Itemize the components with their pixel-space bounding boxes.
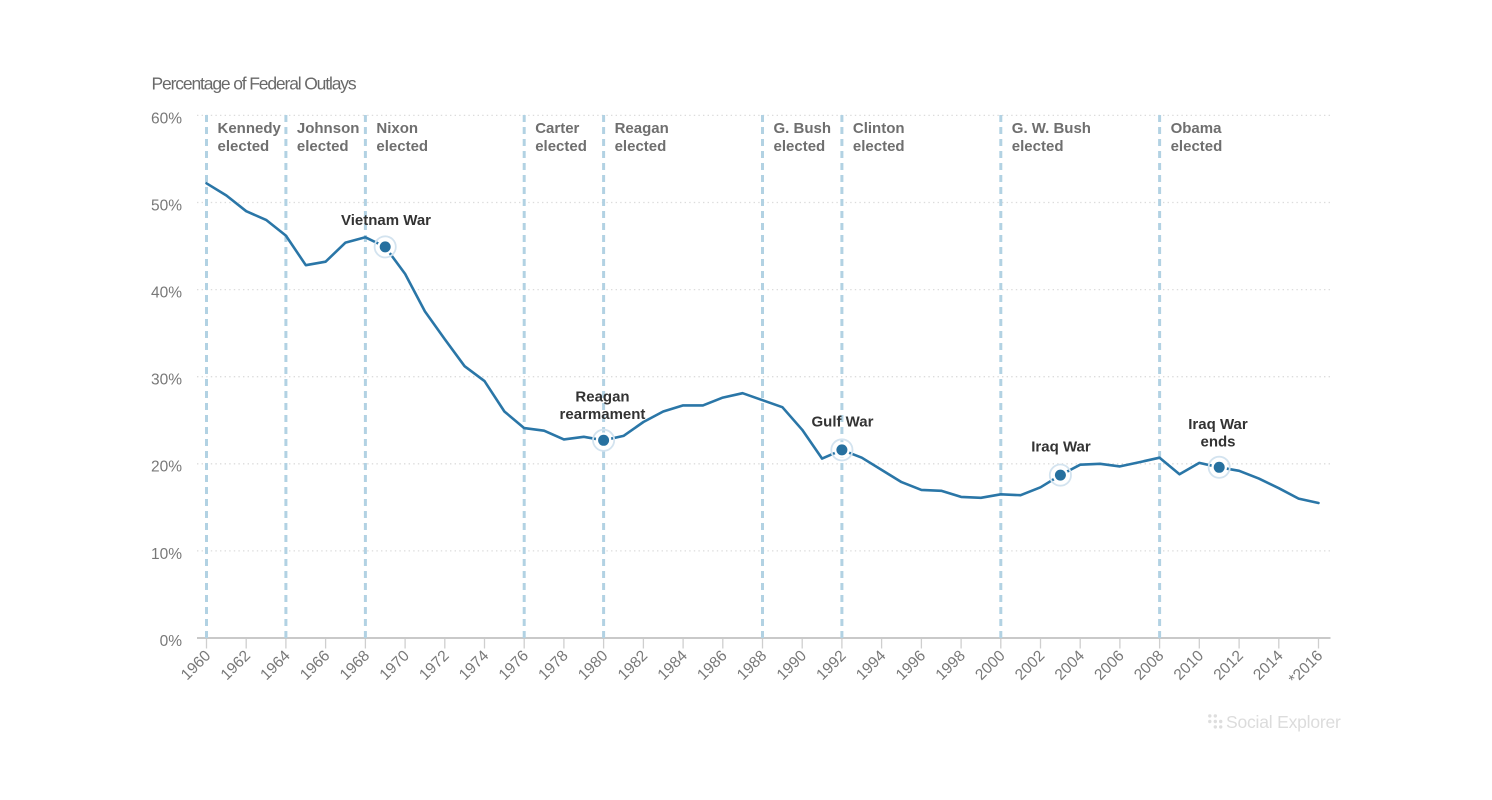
svg-text:2002: 2002 [1012, 647, 1048, 683]
svg-text:1974: 1974 [456, 647, 493, 684]
svg-text:1988: 1988 [734, 647, 770, 683]
svg-text:elected: elected [376, 138, 428, 155]
svg-text:Nixon: Nixon [376, 120, 418, 137]
svg-text:Vietnam War: Vietnam War [341, 212, 431, 229]
svg-text:elected: elected [218, 138, 270, 155]
svg-text:2004: 2004 [1052, 647, 1089, 684]
svg-text:2000: 2000 [972, 647, 1009, 684]
svg-text:G. Bush: G. Bush [774, 120, 832, 137]
svg-text:G. W. Bush: G. W. Bush [1012, 120, 1091, 137]
svg-text:1980: 1980 [575, 647, 612, 684]
svg-text:Percentage of Federal Outlays: Percentage of Federal Outlays [152, 74, 357, 94]
svg-text:1970: 1970 [377, 647, 414, 684]
svg-text:Johnson: Johnson [297, 120, 360, 137]
svg-text:40%: 40% [151, 285, 182, 302]
svg-text:2008: 2008 [1131, 647, 1167, 683]
svg-text:1994: 1994 [853, 647, 890, 684]
svg-text:1962: 1962 [218, 647, 254, 683]
svg-text:elected: elected [535, 138, 587, 155]
svg-text:Reagan: Reagan [615, 120, 669, 137]
svg-text:ends: ends [1200, 434, 1235, 451]
svg-text:10%: 10% [151, 546, 182, 563]
svg-text:elected: elected [297, 138, 349, 155]
svg-text:Gulf War: Gulf War [812, 414, 874, 431]
svg-text:1966: 1966 [297, 647, 333, 683]
svg-text:30%: 30% [151, 372, 182, 389]
svg-text:elected: elected [774, 138, 826, 155]
svg-text:elected: elected [615, 138, 667, 155]
svg-text:1960: 1960 [178, 647, 215, 684]
svg-text:1968: 1968 [337, 647, 373, 683]
svg-text:1990: 1990 [774, 647, 811, 684]
svg-text:2012: 2012 [1211, 647, 1247, 683]
svg-text:0%: 0% [160, 633, 183, 650]
svg-text:2010: 2010 [1171, 647, 1208, 684]
svg-text:1998: 1998 [933, 647, 969, 683]
svg-text:*2016: *2016 [1286, 647, 1327, 688]
svg-text:50%: 50% [151, 197, 182, 214]
svg-text:Carter: Carter [535, 120, 579, 137]
svg-text:Reagan: Reagan [575, 389, 629, 406]
svg-text:1996: 1996 [893, 647, 929, 683]
svg-text:Social Explorer: Social Explorer [1226, 712, 1341, 732]
svg-text:1972: 1972 [416, 647, 452, 683]
svg-text:20%: 20% [151, 459, 182, 476]
svg-text:elected: elected [853, 138, 905, 155]
svg-text:1986: 1986 [694, 647, 730, 683]
svg-text:Clinton: Clinton [853, 120, 905, 137]
svg-text:rearmament: rearmament [560, 406, 646, 423]
svg-text:2014: 2014 [1250, 647, 1287, 684]
svg-text:60%: 60% [151, 110, 182, 127]
svg-text:Kennedy: Kennedy [218, 120, 282, 137]
svg-text:1992: 1992 [813, 647, 849, 683]
svg-text:Obama: Obama [1171, 120, 1223, 137]
svg-text:2006: 2006 [1091, 647, 1127, 683]
svg-text:1964: 1964 [257, 647, 294, 684]
svg-text:1978: 1978 [535, 647, 571, 683]
svg-text:1984: 1984 [655, 647, 692, 684]
svg-text:Iraq War: Iraq War [1031, 439, 1091, 456]
svg-text:1982: 1982 [615, 647, 651, 683]
svg-text:elected: elected [1012, 138, 1064, 155]
svg-text:elected: elected [1171, 138, 1223, 155]
svg-text:Iraq War: Iraq War [1188, 416, 1248, 433]
svg-text:1976: 1976 [496, 647, 532, 683]
